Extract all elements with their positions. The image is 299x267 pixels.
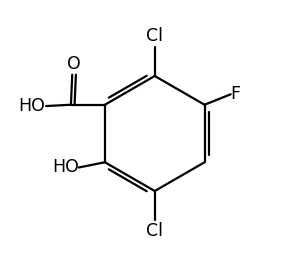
Text: O: O xyxy=(67,54,81,73)
Text: F: F xyxy=(231,85,241,103)
Text: Cl: Cl xyxy=(146,222,163,240)
Text: Cl: Cl xyxy=(146,27,163,45)
Text: HO: HO xyxy=(52,159,79,176)
Text: HO: HO xyxy=(18,97,45,115)
